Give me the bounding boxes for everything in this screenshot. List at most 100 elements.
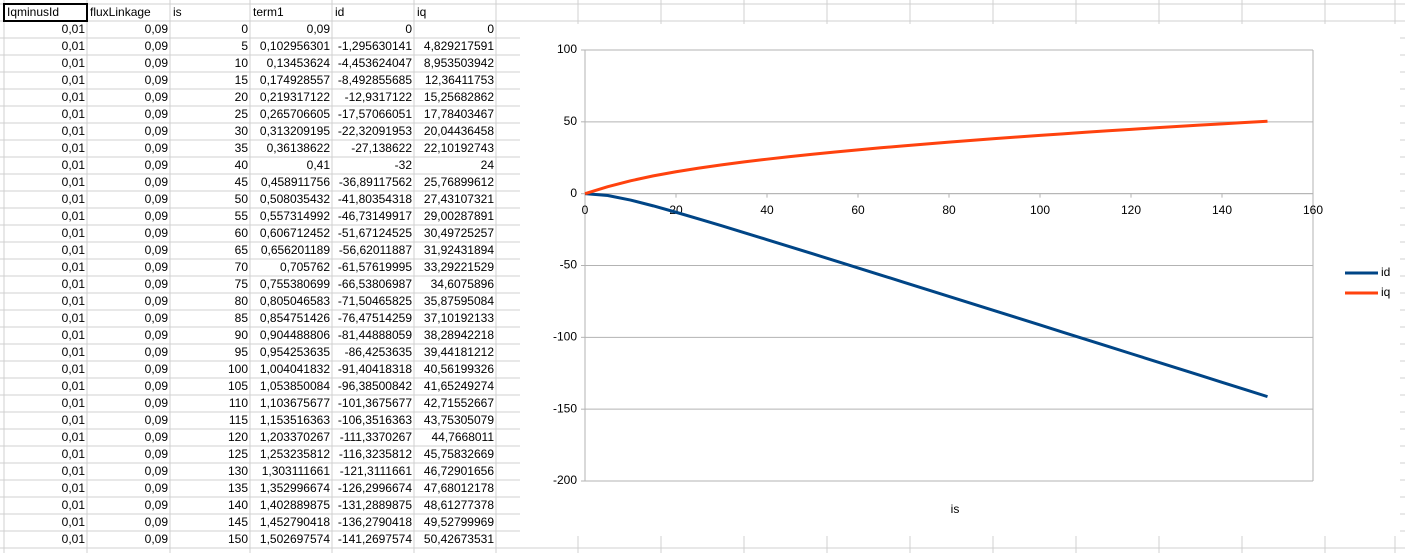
cell: 0,41: [307, 158, 331, 172]
cell: 0,01: [62, 498, 86, 512]
cell: -66,53806987: [338, 277, 412, 291]
cell: 60: [235, 226, 249, 240]
cell: 0,805046583: [260, 294, 330, 308]
cell: 0,01: [62, 107, 86, 121]
cell: 0,01: [62, 532, 86, 546]
cell: 4,829217591: [424, 39, 494, 53]
header-cell: IqminusId: [7, 5, 59, 19]
cell: 0,36138622: [267, 141, 331, 155]
cell: 24: [481, 158, 495, 172]
cell: 1,502697574: [260, 532, 330, 546]
cell: -91,40418318: [338, 362, 412, 376]
cell: 0,01: [62, 481, 86, 495]
cell: 90: [235, 328, 249, 342]
cell: 0,09: [145, 362, 169, 376]
cell: 0,01: [62, 175, 86, 189]
cell: 0,01: [62, 141, 86, 155]
cell: 33,29221529: [424, 260, 494, 274]
cell: -81,44888059: [338, 328, 412, 342]
cell: 0,09: [145, 413, 169, 427]
cell: -4,453624047: [338, 56, 412, 70]
cell: -106,3516363: [338, 413, 412, 427]
cell: -126,2996674: [338, 481, 412, 495]
cell: -71,50465825: [338, 294, 412, 308]
cell: 0: [241, 22, 248, 36]
cell: 130: [228, 464, 248, 478]
cell: 0,01: [62, 345, 86, 359]
cell: 135: [228, 481, 248, 495]
cell: -51,67124525: [338, 226, 412, 240]
cell: 0,13453624: [267, 56, 331, 70]
cell: 80: [235, 294, 249, 308]
cell: -116,3235812: [339, 447, 413, 461]
cell: 0,01: [62, 73, 86, 87]
header-cell: id: [335, 5, 344, 19]
cell: 47,68012178: [424, 481, 494, 495]
cell: -36,89117562: [339, 175, 413, 189]
cell: 22,10192743: [424, 141, 494, 155]
cell: 0,09: [145, 396, 169, 410]
cell: 0,09: [145, 192, 169, 206]
cell: -141,2697574: [338, 532, 412, 546]
cell: 29,00287891: [424, 209, 494, 223]
cell: 31,92431894: [424, 243, 494, 257]
cell: 1,153516363: [260, 413, 330, 427]
cell: 34,6075896: [431, 277, 495, 291]
cell: 0,09: [145, 56, 169, 70]
cell: 110: [229, 396, 248, 410]
cell: 0,09: [145, 277, 169, 291]
x-tick-label: 0: [582, 203, 589, 217]
cell: -61,57619995: [338, 260, 412, 274]
cell: 45: [235, 175, 249, 189]
cell: 0,01: [62, 379, 86, 393]
cell: 50: [235, 192, 249, 206]
cell: -56,62011887: [339, 243, 413, 257]
cell: 1,053850084: [260, 379, 330, 393]
cell: 0,313209195: [260, 124, 330, 138]
cell: 0,01: [62, 192, 86, 206]
cell: 35: [235, 141, 249, 155]
header-cell: iq: [417, 5, 426, 19]
y-tick-label: 50: [564, 114, 578, 128]
cell: 1,004041832: [260, 362, 330, 376]
cell: 48,61277378: [424, 498, 494, 512]
header-cell: fluxLinkage: [90, 5, 151, 19]
cell: 1,303111661: [262, 464, 331, 478]
cell: 49,52799969: [424, 515, 494, 529]
cell: 20,04436458: [424, 124, 494, 138]
cell: 8,953503942: [424, 56, 494, 70]
cell: 5: [241, 39, 248, 53]
cell: 0,09: [145, 90, 169, 104]
cell: 15: [235, 73, 249, 87]
cell: 0,01: [62, 362, 86, 376]
cell: 0,705762: [280, 260, 330, 274]
cell: 55: [235, 209, 249, 223]
x-tick-label: 80: [942, 203, 956, 217]
cell: 1,203370267: [260, 430, 330, 444]
cell: 120: [228, 430, 248, 444]
cell: -86,4253635: [345, 345, 413, 359]
cell: 46,72901656: [424, 464, 494, 478]
cell: -111,3370267: [340, 430, 413, 444]
cell: -46,73149917: [338, 209, 412, 223]
cell: -101,3675677: [338, 396, 412, 410]
cell: 125: [228, 447, 248, 461]
cell: 0,01: [62, 328, 86, 342]
cell: -131,2889875: [338, 498, 412, 512]
cell: 0,01: [62, 209, 86, 223]
cell: 0,09: [145, 107, 169, 121]
cell: 150: [228, 532, 248, 546]
cell: -8,492855685: [338, 73, 412, 87]
cell: 0,09: [145, 447, 169, 461]
cell: 0,09: [145, 226, 169, 240]
cell: 0,09: [145, 175, 169, 189]
cell: 1,402889875: [260, 498, 330, 512]
cell: 30,49725257: [424, 226, 494, 240]
cell: -76,47514259: [338, 311, 412, 325]
cell: 0,557314992: [260, 209, 330, 223]
cell: 0,09: [145, 532, 169, 546]
cell: 1,452790418: [260, 515, 330, 529]
cell: 0,09: [145, 124, 169, 138]
